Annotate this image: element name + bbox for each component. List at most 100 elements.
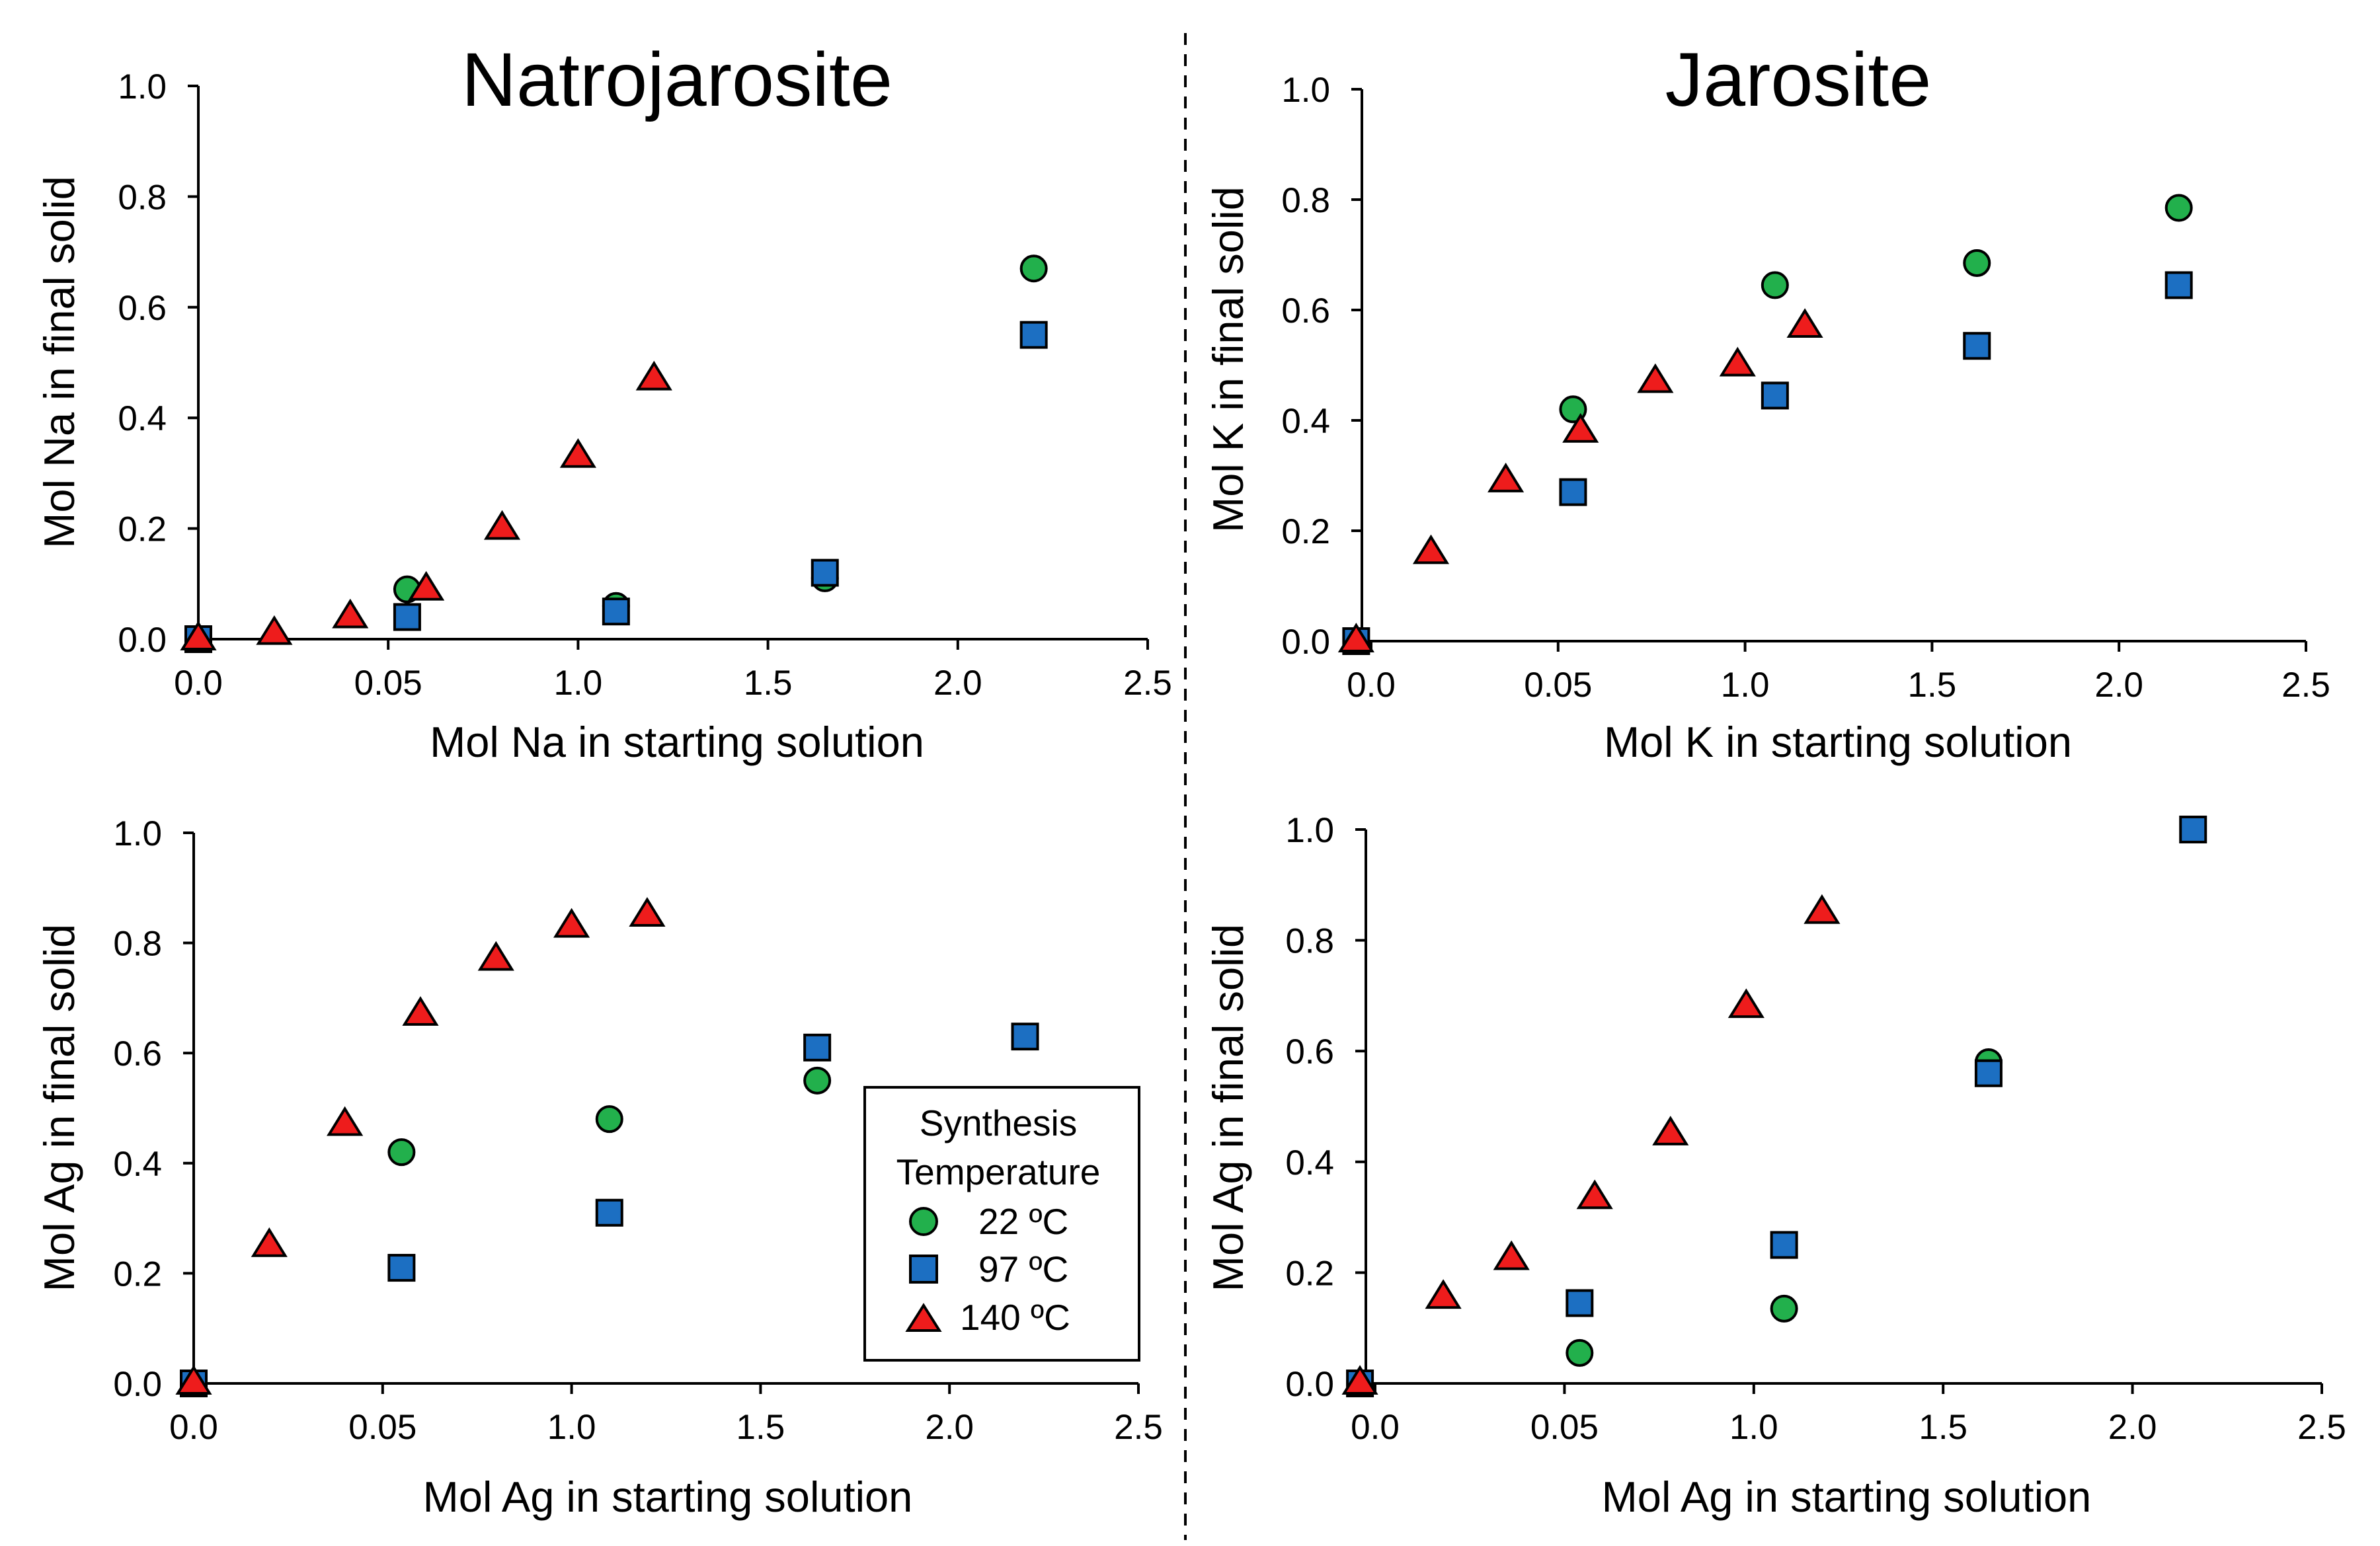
y-tick-label: 0.6: [1281, 291, 1330, 330]
y-tick-label: 0.6: [1285, 1032, 1334, 1071]
y-tick-label: 0.4: [1285, 1143, 1334, 1182]
x-tick-label: 2.0: [2094, 666, 2143, 705]
y-tick-label: 0.2: [118, 510, 167, 549]
x-tick-label: 0.0: [1351, 1408, 1400, 1447]
panel-title: Jarosite: [1665, 38, 1932, 122]
data-point-22-c: [1019, 254, 1048, 283]
data-point-140-c: [635, 360, 672, 391]
y-axis-label: Mol K in final solid: [1204, 186, 1252, 533]
data-point-140-c: [408, 570, 445, 601]
legend-marker-22c: [909, 1207, 938, 1236]
data-point-22-c: [1566, 1338, 1594, 1367]
data-point-22-c: [1761, 271, 1789, 299]
data-point-97-c: [2164, 271, 2193, 299]
x-tick-label: 0.0: [1347, 666, 1396, 705]
panel-natrojarosite-ag: Mol Ag in starting solution Mol Ag in fi…: [35, 814, 1163, 1521]
data-point-140-c: [1337, 623, 1374, 652]
y-axis-label: Mol Ag in final solid: [1204, 924, 1252, 1292]
data-marks: [1341, 816, 2207, 1397]
data-point-97-c: [811, 559, 839, 587]
data-point-140-c: [483, 510, 521, 540]
data-point-140-c: [1425, 1279, 1462, 1309]
data-point-22-c: [803, 1066, 832, 1095]
x-tick-label: 1.0: [554, 664, 603, 703]
data-point-140-c: [1488, 463, 1525, 492]
x-tick-label: 2.5: [1123, 664, 1172, 703]
data-point-97-c: [1963, 332, 1991, 360]
data-marks: [175, 897, 1039, 1397]
panel-title: Natrojarosite: [461, 38, 892, 122]
data-point-140-c: [1412, 534, 1450, 564]
legend-title-line1: Synthesis: [920, 1102, 1077, 1143]
x-tick-label: 1.5: [1919, 1408, 1967, 1447]
panel-natrojarosite: Natrojarosite Mol Na in starting solutio…: [35, 38, 1172, 766]
data-marks: [1337, 194, 2193, 655]
data-point-22-c: [387, 1138, 416, 1167]
x-tick-label: 0.05: [348, 1408, 416, 1447]
x-axis-label: Mol Na in starting solution: [430, 718, 924, 766]
y-tick-label: 1.0: [1281, 71, 1330, 110]
data-point-140-c: [1341, 1365, 1378, 1395]
data-point-97-c: [1566, 1289, 1594, 1317]
x-axis-label: Mol K in starting solution: [1604, 718, 2072, 766]
y-tick-label: 0.6: [118, 289, 167, 328]
data-point-97-c: [1019, 321, 1048, 349]
legend-label-22c: 22 ºC: [978, 1201, 1068, 1242]
y-axis-label: Mol Na in final solid: [35, 176, 83, 549]
data-point-97-c: [1761, 381, 1789, 410]
legend-label-97c: 97 ºC: [978, 1249, 1068, 1290]
data-point-140-c: [1786, 308, 1823, 338]
legend-label-140c: 140 ºC: [960, 1297, 1070, 1338]
y-tick-label: 1.0: [1285, 811, 1334, 850]
x-tick-label: 2.5: [2297, 1408, 2346, 1447]
data-point-97-c: [1974, 1059, 2003, 1087]
x-tick-label: 2.5: [1114, 1408, 1163, 1447]
y-tick-label: 0.8: [113, 925, 162, 964]
y-tick-label: 0.2: [1281, 512, 1330, 551]
data-point-140-c: [1727, 988, 1765, 1019]
data-point-140-c: [402, 996, 439, 1026]
data-point-140-c: [1493, 1240, 1530, 1270]
x-tick-label: 1.0: [547, 1408, 596, 1447]
y-tick-label: 0.0: [1285, 1365, 1334, 1404]
data-point-140-c: [1562, 412, 1599, 443]
data-point-22-c: [1963, 249, 1991, 278]
data-point-140-c: [1719, 346, 1756, 377]
data-point-140-c: [175, 1365, 212, 1395]
y-tick-label: 0.0: [1281, 623, 1330, 662]
panel-jarosite-ag: Mol Ag in starting solution Mol Ag in fi…: [1204, 811, 2346, 1521]
legend-title-line2: Temperature: [896, 1151, 1101, 1192]
data-point-22-c: [595, 1105, 623, 1134]
legend-marker-140c: [905, 1303, 942, 1332]
data-point-97-c: [1011, 1023, 1039, 1051]
data-point-140-c: [332, 598, 369, 629]
y-tick-label: 0.8: [1285, 922, 1334, 961]
legend-marker-97c: [909, 1255, 938, 1284]
data-point-140-c: [180, 621, 217, 650]
data-marks: [180, 254, 1048, 653]
data-point-97-c: [393, 603, 421, 631]
data-point-140-c: [559, 438, 596, 468]
x-tick-label: 1.5: [736, 1408, 785, 1447]
y-tick-label: 0.4: [113, 1145, 162, 1184]
x-tick-label: 1.5: [744, 664, 793, 703]
x-axis-label: Mol Ag in starting solution: [423, 1473, 913, 1521]
data-point-140-c: [553, 908, 590, 938]
x-tick-label: 1.0: [1729, 1408, 1778, 1447]
data-point-140-c: [256, 615, 293, 645]
data-point-140-c: [1637, 363, 1674, 393]
legend: Synthesis Temperature 22 ºC 97 ºC 140 ºC: [863, 1086, 1140, 1362]
data-point-140-c: [327, 1106, 364, 1136]
x-tick-label: 2.0: [2108, 1408, 2157, 1447]
x-tick-label: 0.05: [1530, 1408, 1599, 1447]
x-tick-label: 2.0: [933, 664, 982, 703]
data-point-97-c: [387, 1254, 416, 1282]
data-point-140-c: [477, 941, 514, 971]
data-point-97-c: [595, 1198, 623, 1227]
y-tick-label: 0.4: [1281, 402, 1330, 441]
y-tick-label: 1.0: [113, 814, 162, 853]
data-point-22-c: [1770, 1294, 1798, 1323]
data-point-97-c: [1559, 478, 1587, 506]
data-point-140-c: [1576, 1179, 1613, 1210]
